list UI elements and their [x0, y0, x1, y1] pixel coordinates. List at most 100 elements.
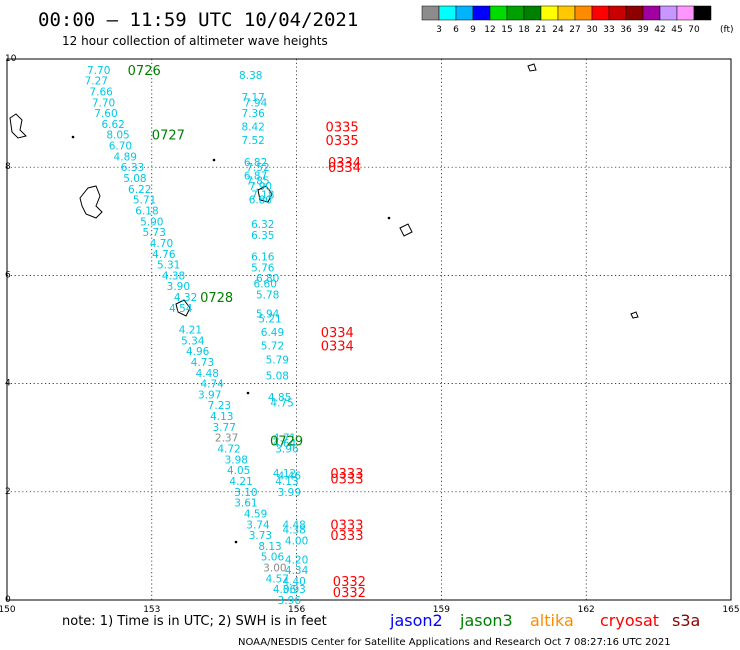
color-scale-label: 36 [620, 25, 632, 35]
color-scale-swatch [659, 5, 678, 21]
swh-value-label: 5.34 [181, 335, 205, 347]
pass-time-label: 0334 [328, 156, 361, 171]
swh-value-label: 2.37 [215, 433, 238, 445]
swh-value-label: 6.35 [251, 230, 274, 242]
swh-value-label: 7.70 [87, 65, 110, 77]
swh-value-label: 3.98 [225, 454, 248, 466]
color-scale-swatch [421, 5, 440, 21]
color-scale-label: 18 [518, 25, 530, 35]
swh-value-label: 4.20 [285, 554, 308, 566]
color-scale-label: 45 [671, 25, 682, 35]
swh-value-label: 7.94 [244, 97, 268, 109]
swh-value-label: 7.66 [89, 86, 113, 98]
pass-time-label: 0335 [326, 121, 359, 136]
chart-subtitle: 12 hour collection of altimeter wave hei… [62, 34, 328, 48]
island-dot [387, 216, 391, 220]
pass-time-label: 0335 [326, 134, 359, 149]
swh-value-label: 3.00 [263, 563, 286, 575]
swh-value-label: 3.77 [213, 422, 236, 434]
y-tick-label: 6 [5, 270, 11, 280]
pass-time-label: 0333 [330, 529, 363, 544]
x-tick-label: 156 [288, 605, 305, 615]
swh-value-label: 5.08 [123, 173, 146, 185]
x-tick-label: 159 [433, 605, 450, 615]
swh-value-label: 8.38 [239, 70, 262, 82]
island-dot [234, 540, 238, 544]
swh-value-label: 6.49 [261, 327, 284, 339]
swh-value-label: 7.17 [241, 92, 264, 104]
swh-value-label: 5.94 [256, 308, 280, 320]
swh-value-label: 4.40 [282, 576, 305, 588]
color-scale-label: 12 [484, 25, 495, 35]
color-scale-label: 9 [470, 25, 476, 35]
color-scale-swatch [608, 5, 627, 21]
swh-value-label: 4.48 [282, 519, 305, 531]
island-dot [246, 391, 250, 395]
swh-value-label: 3.96 [275, 444, 299, 456]
color-scale-swatch [591, 5, 610, 21]
swh-value-label: 4.85 [268, 392, 291, 404]
x-tick-label: 153 [143, 605, 160, 615]
swh-value-label: 4.00 [285, 535, 308, 547]
y-tick-label: 4 [5, 379, 11, 389]
color-scale-swatch [693, 5, 712, 21]
wave-height-values: 7.707.277.667.707.606.628.056.704.896.33… [85, 65, 309, 607]
color-scale-swatch [523, 5, 542, 21]
swh-value-label: 8.05 [106, 130, 129, 142]
track-time-label: 0729 [270, 434, 303, 449]
swh-value-label: 6.70 [109, 141, 132, 153]
track-time-label: 0727 [152, 129, 185, 144]
swh-value-label: 4.21 [229, 476, 252, 488]
swh-value-label: 3.99 [278, 487, 301, 499]
color-scale-label: 42 [654, 25, 665, 35]
footer-note: note: 1) Time is in UTC; 2) SWH is in fe… [62, 614, 327, 629]
swh-value-label: 3.74 [246, 519, 270, 531]
y-tick-label: 8 [5, 162, 11, 172]
island-shape [630, 311, 639, 319]
swh-value-label: 6.32 [251, 219, 274, 231]
legend-item-altika: altika [530, 611, 574, 630]
swh-value-label: 8.13 [258, 541, 281, 553]
color-scale-label: 39 [637, 25, 649, 35]
color-scale-swatch [506, 5, 525, 21]
swh-value-label: 7.85 [246, 176, 269, 188]
pass-time-labels-cryosat: 0335033503340334033403340333033303330333… [321, 121, 366, 601]
pass-time-label: 0333 [330, 467, 363, 482]
legend-item-s3a: s3a [672, 611, 700, 630]
color-scale-label: 3 [436, 25, 442, 35]
swh-value-label: 3.61 [234, 498, 257, 510]
swh-value-label: 5.72 [261, 341, 284, 353]
color-scale-swatch [472, 5, 491, 21]
swh-value-label: 8.42 [241, 122, 264, 134]
color-scale-label: 70 [688, 25, 700, 35]
swh-value-label: 4.38 [162, 270, 185, 282]
swh-value-label: 4.57 [266, 573, 289, 585]
swh-value-label: 4.96 [186, 346, 210, 358]
swh-value-label: 4.06 [273, 584, 297, 596]
track-time-label: 0726 [128, 64, 161, 79]
swh-value-label: 6.22 [128, 184, 151, 196]
track-time-label: 0728 [200, 291, 233, 306]
color-scale-unit: (ft) [720, 25, 734, 35]
swh-value-label: 4.38 [282, 525, 305, 537]
island-dot [212, 158, 216, 162]
swh-value-label: 4.21 [179, 325, 202, 337]
swh-value-label: 3.73 [249, 530, 272, 542]
island-shape [399, 223, 413, 237]
color-scale-labels: 3 6 9 12 15 18 21 24 27 30 33 36 39 42 45 70 [436, 25, 700, 35]
island-shape [9, 113, 27, 139]
color-scale-swatch [625, 5, 644, 21]
swh-value-label: 4.12 [273, 468, 296, 480]
swh-value-label: 5.90 [140, 216, 163, 228]
swh-value-label: 4.54 [169, 303, 193, 315]
pass-time-labels-jason3: 0726 0727 0728 0729 [128, 64, 303, 450]
swh-value-label: 7.90 [249, 181, 272, 193]
coastline-islands [9, 63, 639, 544]
footer-credit: NOAA/NESDIS Center for Satellite Applica… [238, 637, 671, 648]
pass-time-label: 0333 [330, 518, 363, 533]
island-shape [257, 185, 273, 203]
swh-value-label: 3.97 [198, 389, 221, 401]
x-tick-label: 162 [578, 605, 595, 615]
swh-value-label: 4.75 [270, 398, 293, 410]
